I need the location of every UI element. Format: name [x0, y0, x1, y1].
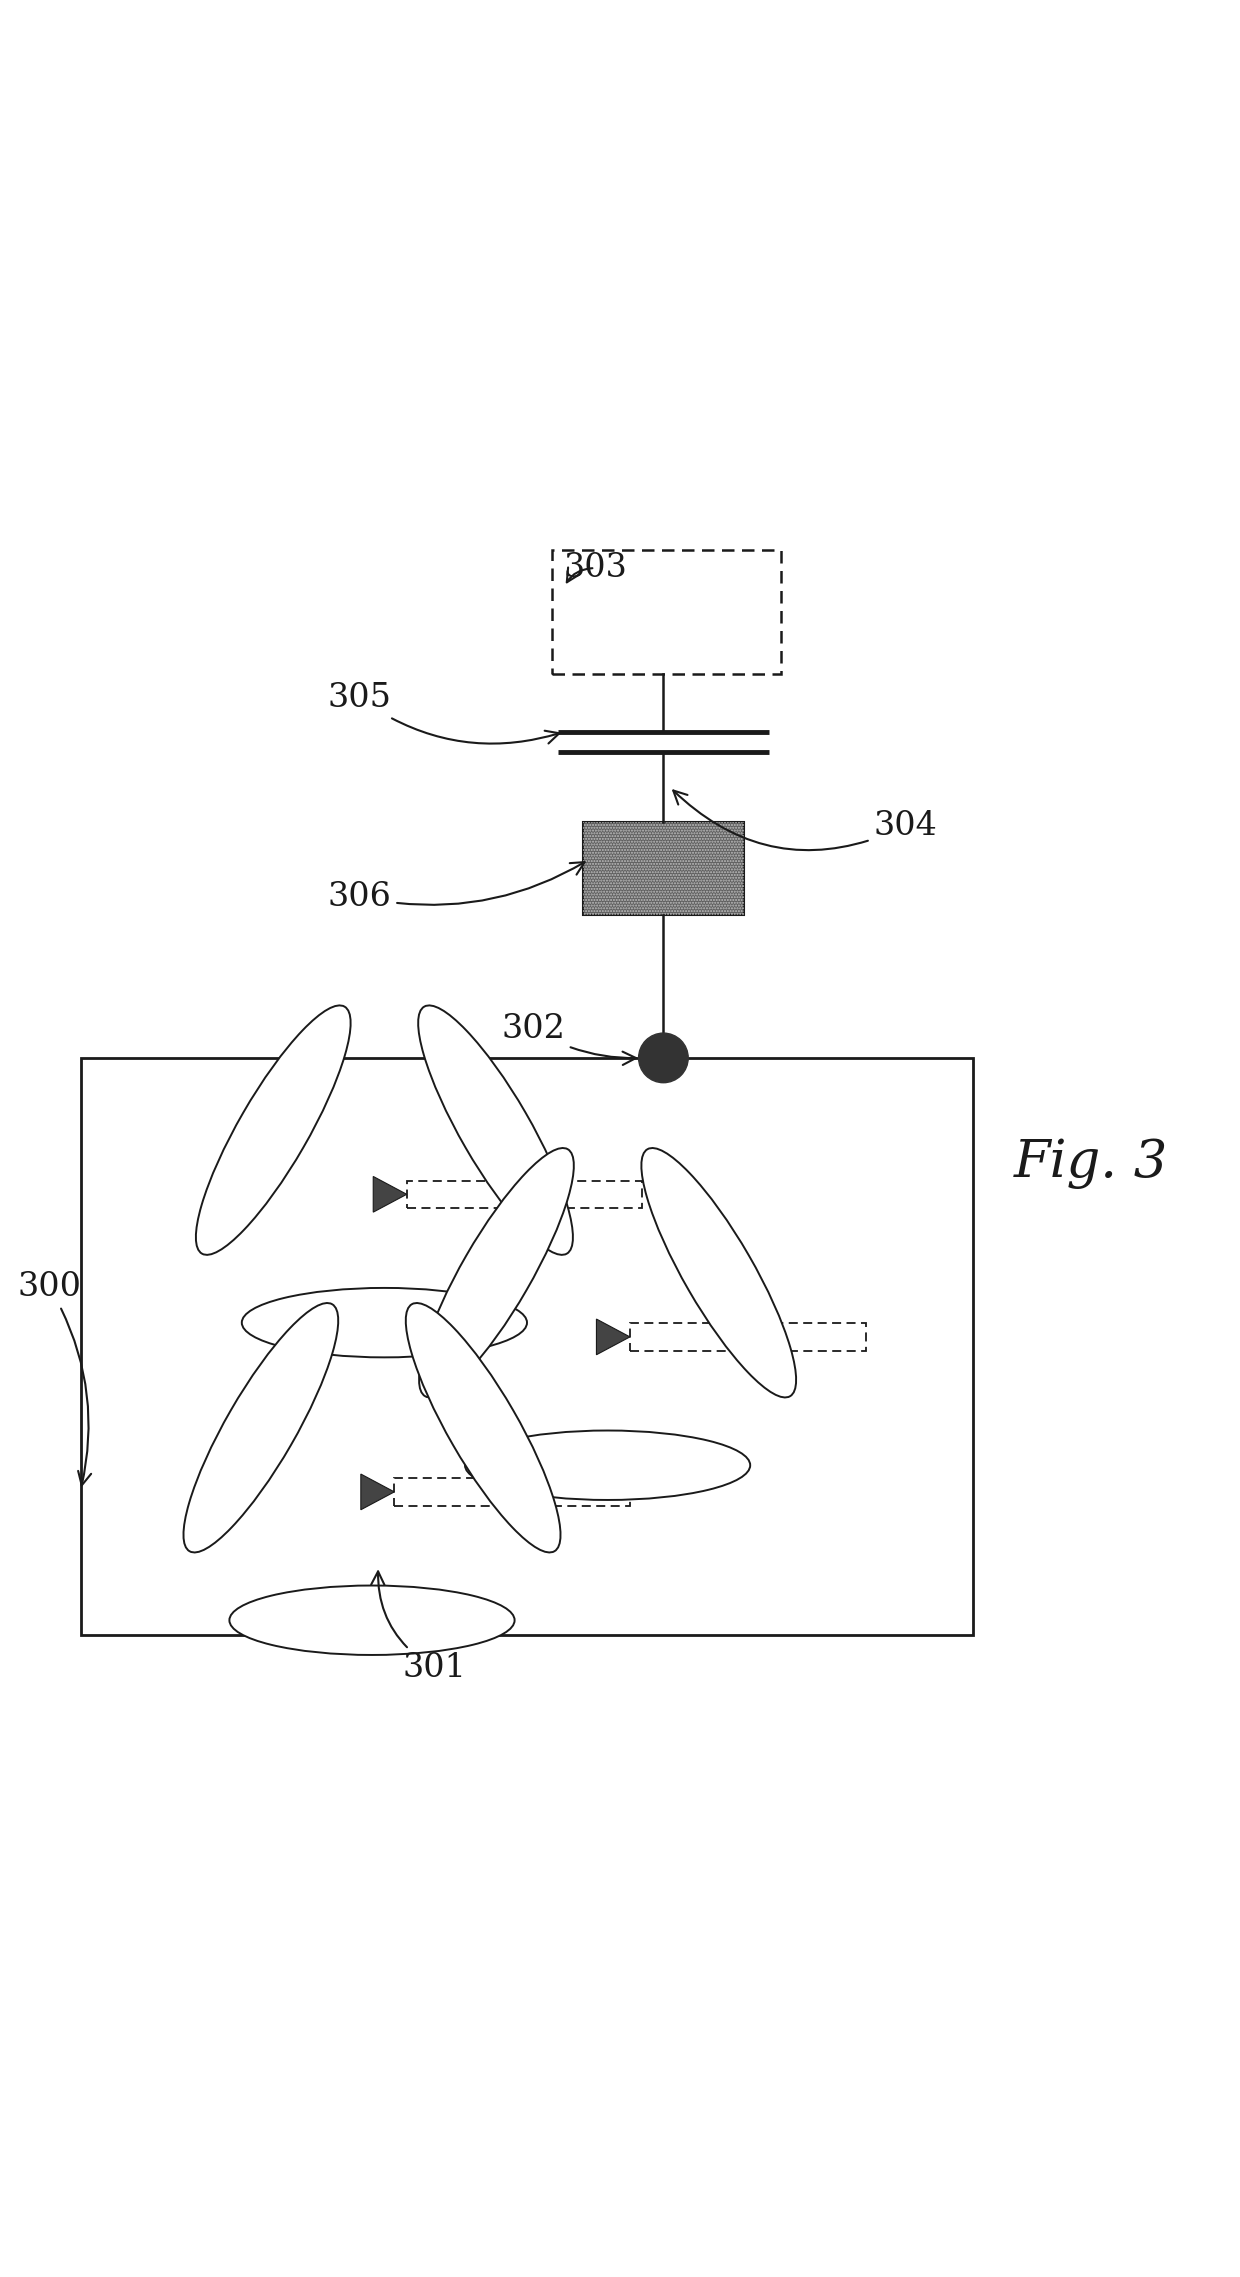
Bar [81, 1059, 973, 1635]
Text: 300: 300 [17, 1271, 92, 1485]
Text: 306: 306 [327, 863, 584, 913]
Text: 303: 303 [563, 551, 627, 585]
Ellipse shape [641, 1148, 796, 1398]
Ellipse shape [184, 1302, 339, 1553]
Bar [407, 1182, 642, 1207]
Text: 302: 302 [501, 1013, 636, 1066]
Ellipse shape [229, 1585, 515, 1655]
Ellipse shape [418, 1006, 573, 1255]
Ellipse shape [405, 1302, 560, 1553]
Bar [394, 1478, 630, 1505]
Polygon shape [373, 1177, 407, 1211]
Polygon shape [596, 1318, 630, 1355]
Ellipse shape [419, 1148, 574, 1398]
Ellipse shape [465, 1430, 750, 1501]
Text: Fig. 3: Fig. 3 [1014, 1138, 1168, 1189]
Bar [630, 1323, 866, 1350]
Bar [583, 822, 744, 915]
Text: 304: 304 [673, 790, 937, 849]
Circle shape [639, 1034, 688, 1082]
Bar [552, 549, 781, 674]
Ellipse shape [196, 1006, 351, 1255]
Text: 301: 301 [371, 1571, 466, 1685]
Bar [583, 822, 744, 915]
Polygon shape [361, 1473, 394, 1510]
Ellipse shape [242, 1289, 527, 1357]
Text: 305: 305 [327, 683, 559, 745]
